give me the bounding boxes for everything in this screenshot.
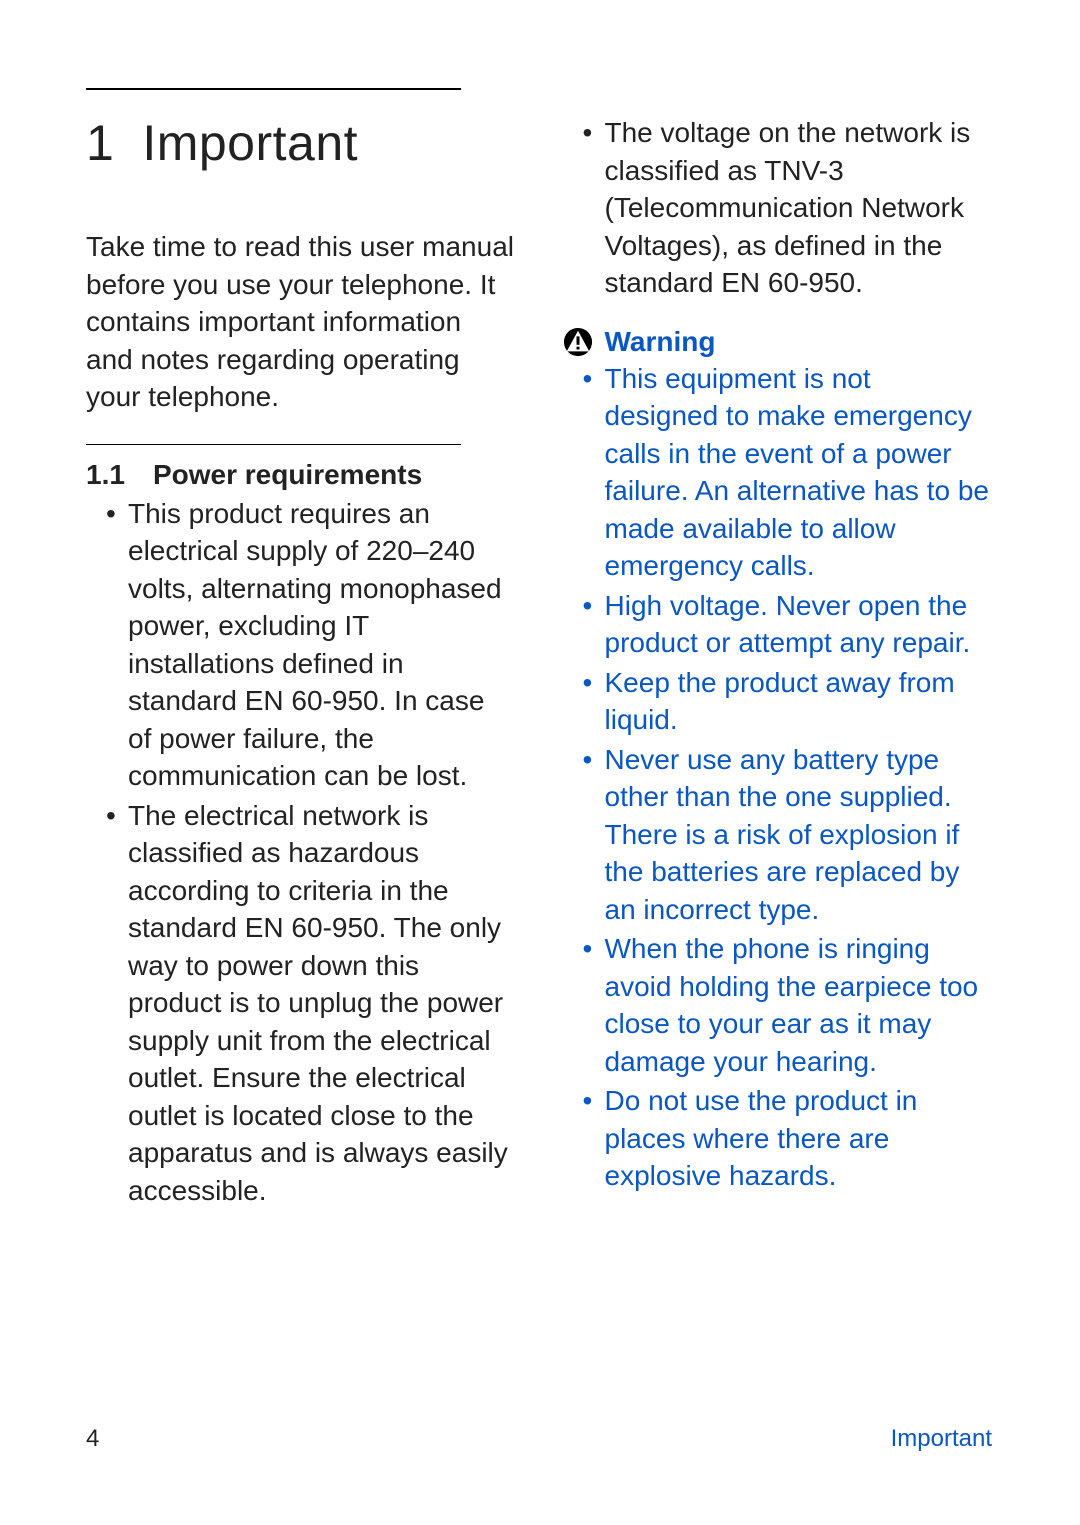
- power-req-list-cont: The voltage on the network is classified…: [563, 114, 992, 304]
- chapter-title-text: Important: [142, 115, 358, 171]
- power-req-list: This product requires an electrical supp…: [86, 495, 515, 1212]
- page-number: 4: [86, 1425, 99, 1453]
- page-footer: 4 Important: [86, 1425, 992, 1453]
- warning-label: Warning: [605, 326, 716, 358]
- section-heading: 1.1 Power requirements: [86, 459, 515, 491]
- section-title: Power requirements: [153, 459, 422, 490]
- list-item: The voltage on the network is classified…: [583, 114, 992, 302]
- column-left: 1 Important Take time to read this user m…: [86, 88, 515, 1408]
- list-item: When the phone is ringing avoid holding …: [583, 930, 992, 1080]
- top-rule: [86, 88, 461, 90]
- chapter-number: 1: [86, 115, 114, 171]
- chapter-title: 1 Important: [86, 114, 515, 172]
- warning-icon: [563, 327, 593, 357]
- footer-section-ref: Important: [891, 1425, 992, 1453]
- list-item: The electrical network is classified as …: [106, 797, 515, 1210]
- list-item: Do not use the product in places where t…: [583, 1082, 992, 1195]
- intro-paragraph: Take time to read this user manual befor…: [86, 228, 515, 416]
- list-item: This equipment is not designed to make e…: [583, 360, 992, 585]
- list-item: Keep the product away from liquid.: [583, 664, 992, 739]
- list-item: Never use any battery type other than th…: [583, 741, 992, 929]
- page-body: 1 Important Take time to read this user m…: [86, 88, 991, 1408]
- warning-list: This equipment is not designed to make e…: [563, 360, 992, 1197]
- list-item: This product requires an electrical supp…: [106, 495, 515, 795]
- column-right: The voltage on the network is classified…: [563, 88, 992, 1408]
- section-number: 1.1: [86, 459, 125, 490]
- section-rule: [86, 444, 461, 445]
- warning-heading: Warning: [563, 326, 992, 358]
- list-item: High voltage. Never open the product or …: [583, 587, 992, 662]
